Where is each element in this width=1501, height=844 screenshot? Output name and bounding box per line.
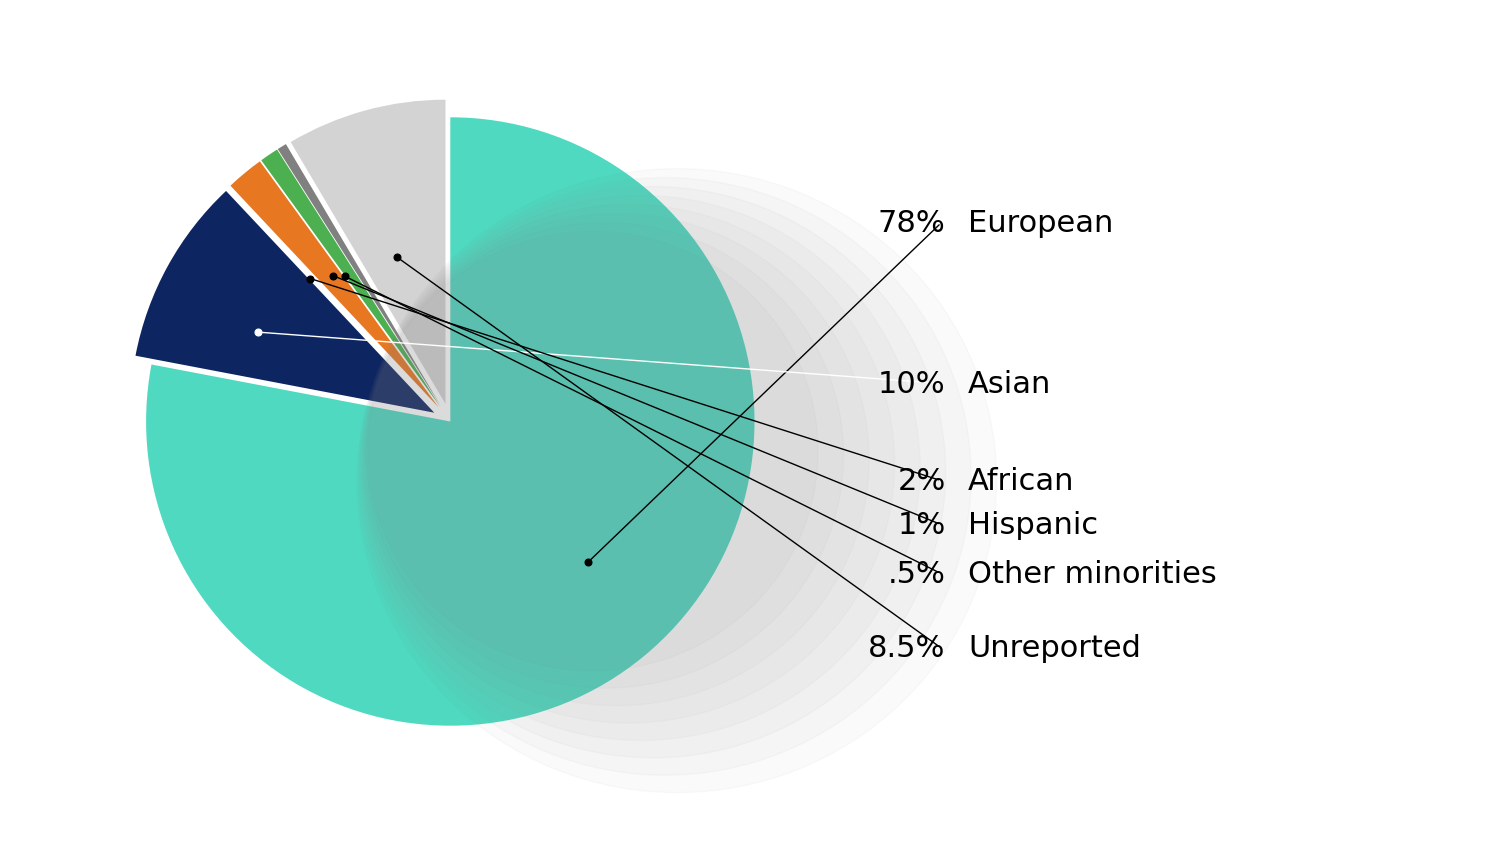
Text: African: African bbox=[968, 467, 1075, 495]
Wedge shape bbox=[278, 145, 441, 407]
Text: 10%: 10% bbox=[878, 370, 946, 398]
Wedge shape bbox=[135, 192, 434, 414]
Text: .5%: .5% bbox=[887, 560, 946, 588]
Text: Other minorities: Other minorities bbox=[968, 560, 1217, 588]
Wedge shape bbox=[261, 150, 440, 407]
Text: Unreported: Unreported bbox=[968, 634, 1141, 663]
Wedge shape bbox=[291, 100, 446, 404]
Text: Asian: Asian bbox=[968, 370, 1052, 398]
Wedge shape bbox=[146, 118, 755, 726]
Text: 78%: 78% bbox=[878, 209, 946, 238]
Text: 2%: 2% bbox=[898, 467, 946, 495]
Wedge shape bbox=[231, 162, 438, 408]
Text: 1%: 1% bbox=[898, 511, 946, 539]
Text: European: European bbox=[968, 209, 1114, 238]
Text: Hispanic: Hispanic bbox=[968, 511, 1099, 539]
Text: 8.5%: 8.5% bbox=[868, 634, 946, 663]
